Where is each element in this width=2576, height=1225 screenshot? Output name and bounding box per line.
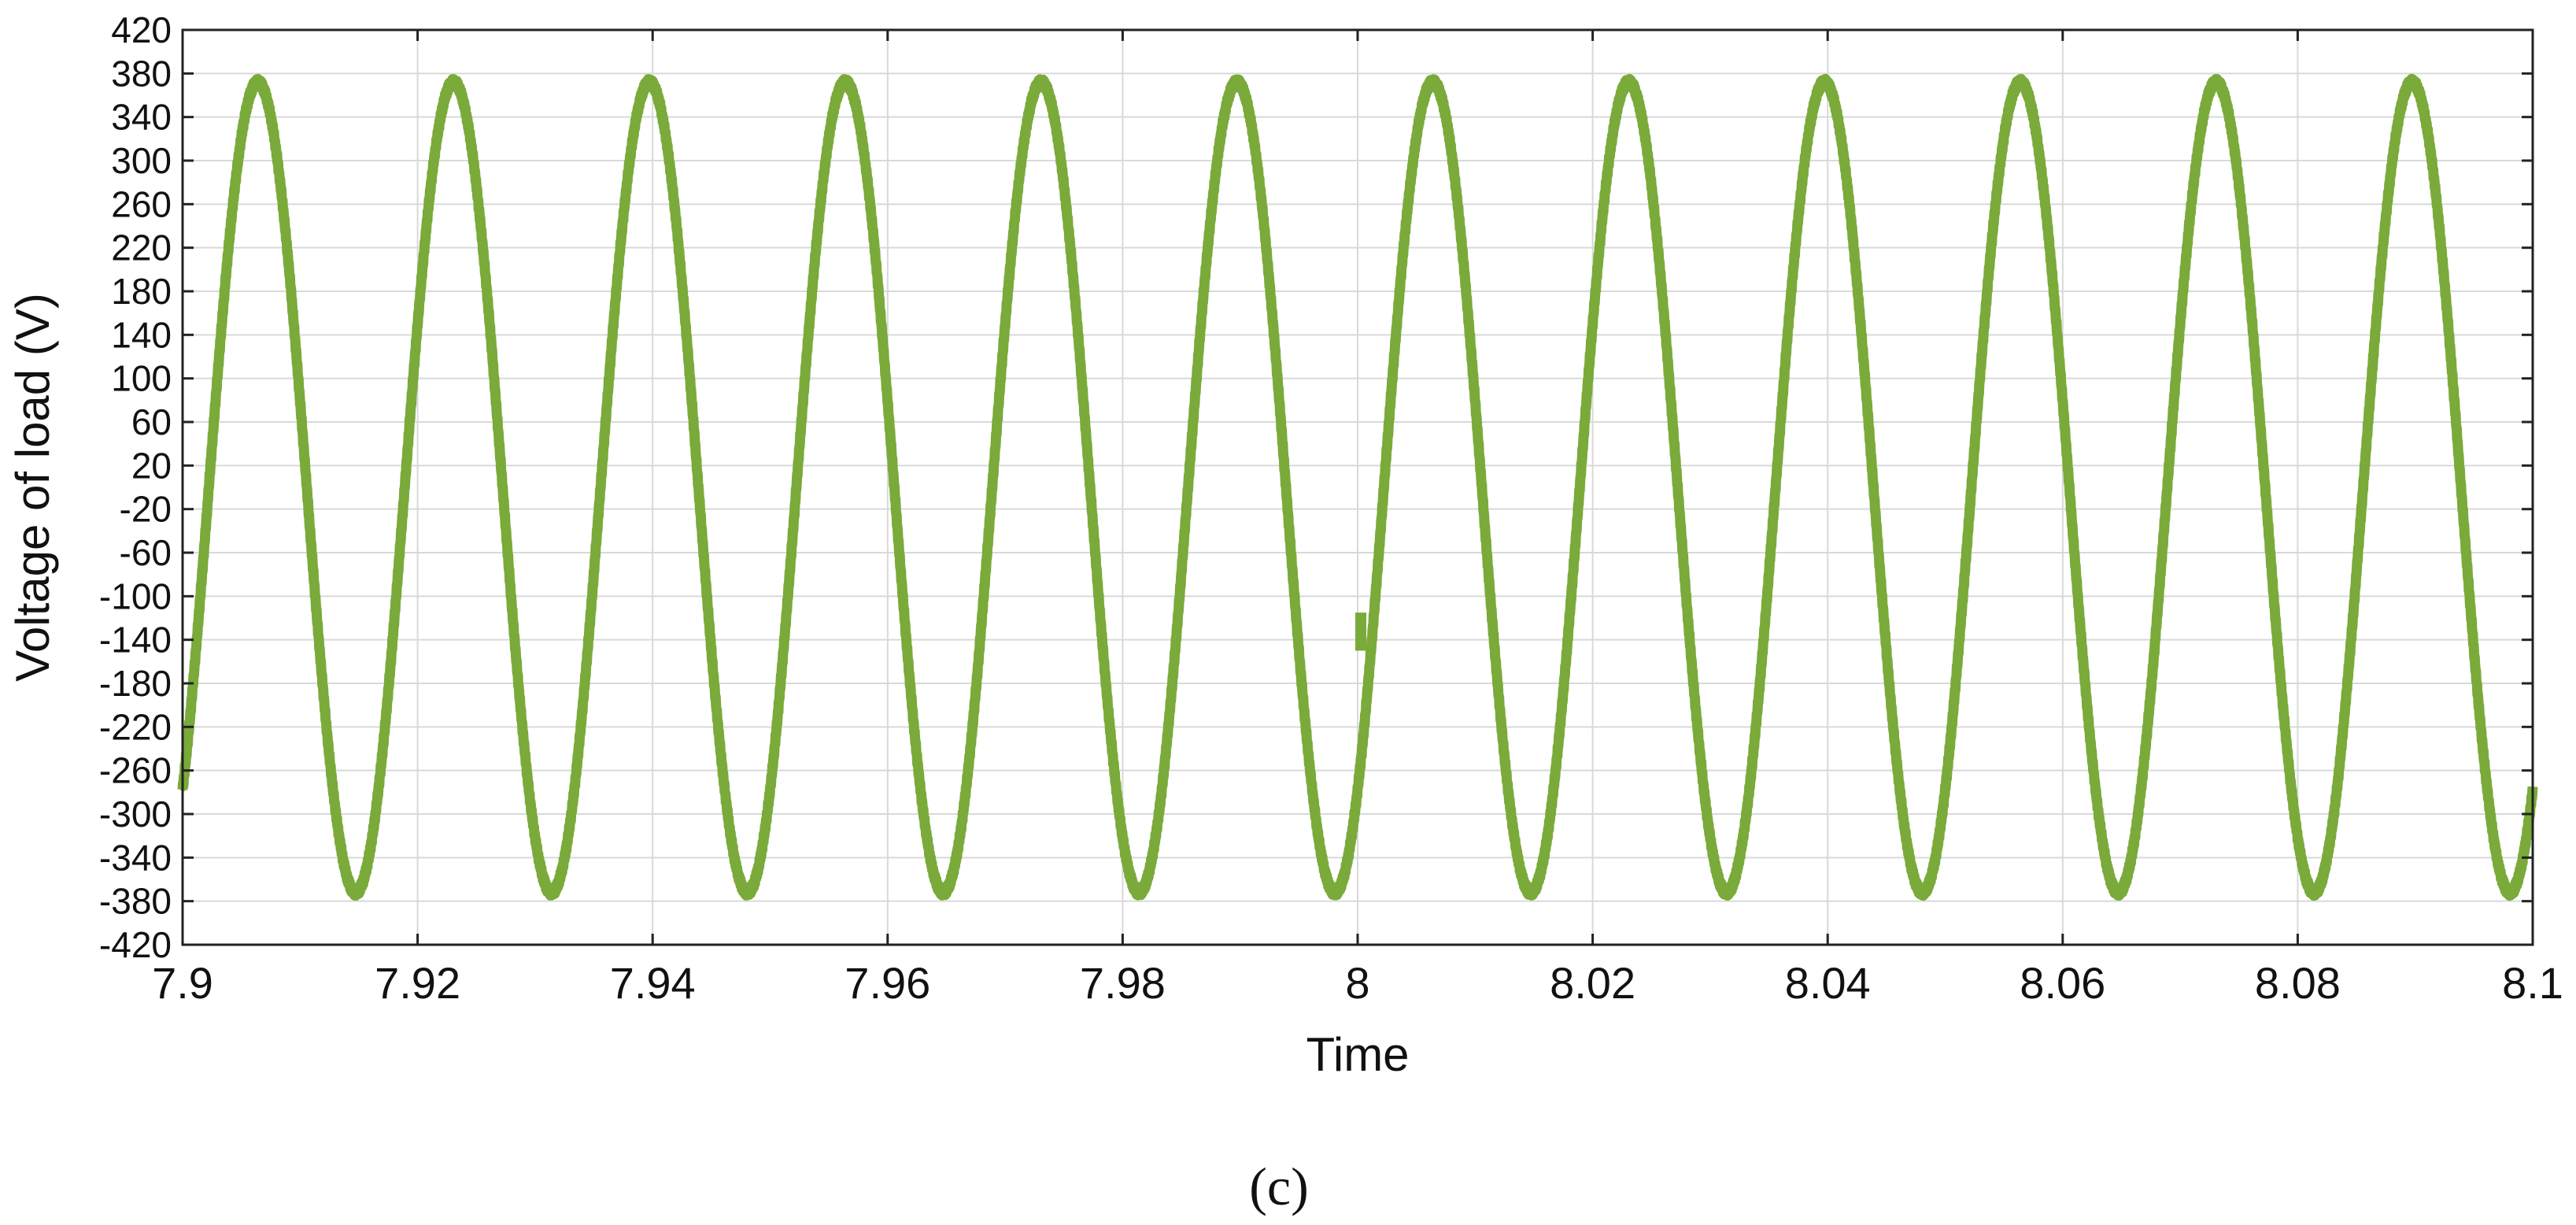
- x-tick-label: 8.08: [2255, 958, 2341, 1008]
- y-tick-label: 20: [131, 445, 172, 486]
- y-tick-label: -300: [99, 794, 172, 835]
- y-tick-label: 260: [111, 183, 172, 224]
- y-tick-label: -20: [120, 489, 172, 530]
- series-line: [177, 73, 2538, 901]
- y-tick-label: -180: [99, 663, 172, 704]
- x-tick-label: 7.9: [152, 958, 213, 1008]
- y-tick-label: 340: [111, 97, 172, 138]
- y-tick-label: 220: [111, 228, 172, 268]
- x-tick-label: 7.92: [375, 958, 460, 1008]
- y-tick-label: 60: [131, 402, 172, 442]
- panel-label: (c): [1249, 1157, 1308, 1216]
- y-tick-group: 4203803403002602201801401006020-20-60-10…: [99, 9, 2533, 965]
- y-tick-label: 180: [111, 271, 172, 312]
- x-tick-label: 8: [1345, 958, 1369, 1008]
- y-tick-label: 100: [111, 358, 172, 399]
- y-tick-label: -420: [99, 924, 172, 965]
- y-tick-label: 140: [111, 314, 172, 355]
- y-tick-label: -140: [99, 620, 172, 661]
- x-tick-label: 8.04: [1785, 958, 1871, 1008]
- series-group: [177, 73, 2538, 901]
- x-axis-label: Time: [1306, 1028, 1409, 1081]
- y-axis-label: Voltage of load (V): [6, 293, 59, 682]
- y-tick-label: 300: [111, 140, 172, 181]
- x-tick-label: 7.94: [610, 958, 696, 1008]
- y-tick-label: -220: [99, 706, 172, 747]
- y-tick-label: -380: [99, 881, 172, 922]
- y-tick-label: -340: [99, 837, 172, 878]
- x-tick-label: 8.02: [1550, 958, 1635, 1008]
- x-tick-label: 7.96: [844, 958, 930, 1008]
- x-tick-label: 7.98: [1080, 958, 1166, 1008]
- x-tick-group: 7.9 7.92 7.94 7.96 7.98 8 8.02 8.04 8.06 8.08 8.1: [152, 30, 2563, 1008]
- y-tick-label: -100: [99, 575, 172, 616]
- x-tick-label: 8.1: [2502, 958, 2563, 1008]
- y-tick-label: 380: [111, 53, 172, 94]
- x-tick-label: 8.06: [2020, 958, 2105, 1008]
- y-tick-label: -260: [99, 750, 172, 791]
- y-tick-label: 420: [111, 9, 172, 50]
- y-tick-label: -60: [120, 532, 172, 573]
